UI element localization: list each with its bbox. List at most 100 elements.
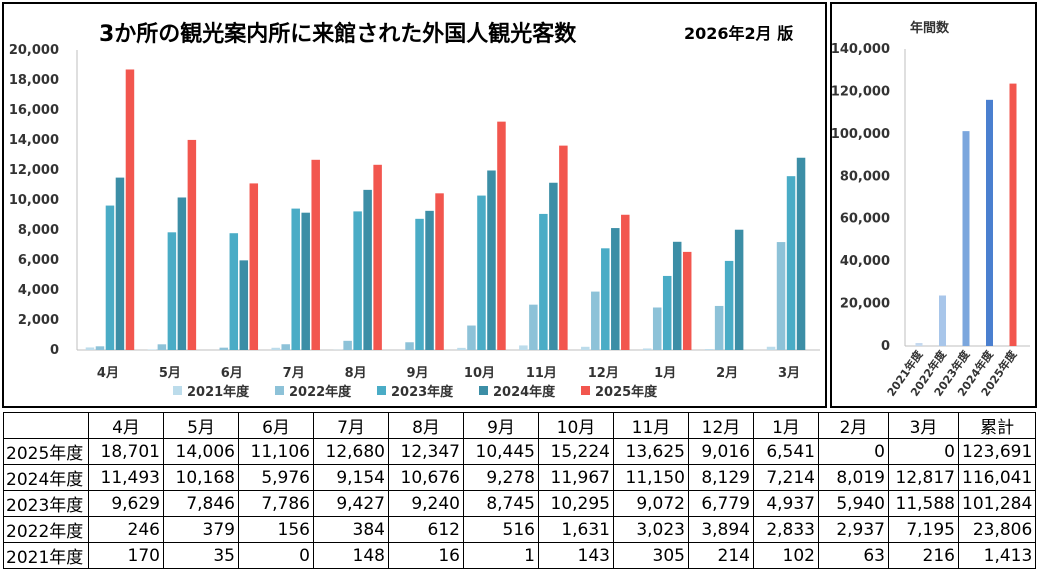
- bar-2025年度-4月: [125, 69, 135, 351]
- column-header: 6月: [238, 412, 314, 439]
- table-cell: 216: [888, 542, 959, 569]
- row-header-cell: 2025年度: [3, 438, 89, 465]
- table-cell: 8,129: [688, 464, 754, 491]
- table-cell: 516: [463, 516, 539, 543]
- column-header: 7月: [313, 412, 389, 439]
- table-cell: 14,006: [163, 438, 239, 465]
- y-tick-label: 12,000: [9, 163, 59, 178]
- annual-bar-2025年度: [1009, 83, 1017, 346]
- x-tick-label: 12月: [588, 366, 619, 381]
- table-cell: 4,937: [753, 490, 819, 517]
- table-cell: 15,224: [538, 438, 614, 465]
- table-cell: 246: [88, 516, 164, 543]
- table-corner-cell: [3, 412, 89, 439]
- table-cell: 101,284: [957, 490, 1037, 517]
- table-cell: 6,779: [688, 490, 754, 517]
- annual-chart-title: 年間数: [910, 21, 950, 36]
- column-header: 3月: [888, 412, 959, 439]
- table-cell: 10,676: [388, 464, 464, 491]
- row-header-cell: 2024年度: [3, 464, 89, 491]
- bar-2025年度-11月: [559, 145, 568, 350]
- legend-label: 2024年度: [493, 384, 556, 400]
- bar-2023年度-7月: [291, 208, 300, 350]
- bar-2024年度-10月: [487, 170, 496, 350]
- table-cell: 170: [88, 542, 164, 569]
- column-header: 4月: [88, 412, 164, 439]
- bar-2025年度-12月: [621, 214, 630, 350]
- table-body: 2025年度 18,701 14,006 11,106 12,680 12,347 10,4…: [3, 438, 1037, 569]
- bar-2022年度-5月: [157, 344, 167, 350]
- table-cell: 7,214: [753, 464, 819, 491]
- bar-2025年度-9月: [435, 193, 444, 350]
- bar-2024年度-4月: [115, 177, 125, 350]
- table-cell: 9,016: [688, 438, 754, 465]
- table-cell: 16: [388, 542, 464, 569]
- column-header: 5月: [163, 412, 239, 439]
- bar-2024年度-3月: [796, 157, 806, 350]
- x-tick-label: 6月: [221, 366, 243, 381]
- table-cell: 12,347: [388, 438, 464, 465]
- y-tick-label: 18,000: [9, 73, 59, 88]
- table-cell: 9,072: [613, 490, 689, 517]
- table-cell: 0: [818, 438, 889, 465]
- bar-2024年度-11月: [549, 182, 558, 350]
- table-cell: 3,894: [688, 516, 754, 543]
- table-cell: 379: [163, 516, 239, 543]
- y-tick-label: 14,000: [9, 133, 59, 148]
- annual-bar-2023年度: [962, 131, 970, 346]
- table-cell: 11,588: [888, 490, 959, 517]
- table-cell: 6,541: [753, 438, 819, 465]
- row-header-cell: 2022年度: [3, 516, 89, 543]
- table-cell: 7,195: [888, 516, 959, 543]
- table-cell: 148: [313, 542, 389, 569]
- bar-2022年度-7月: [281, 344, 290, 350]
- bar-2024年度-12月: [611, 228, 620, 350]
- table-cell: 156: [238, 516, 314, 543]
- table-cell: 1: [463, 542, 539, 569]
- table-cell: 305: [613, 542, 689, 569]
- table-cell: 11,967: [538, 464, 614, 491]
- table-row: 2024年度 11,493 10,168 5,976 9,154 10,676 9,278 1…: [3, 464, 1037, 491]
- table-cell: 18,701: [88, 438, 164, 465]
- table-cell: 5,976: [238, 464, 314, 491]
- annual-bar-2022年度: [939, 295, 946, 346]
- bar-2022年度-3月: [776, 242, 786, 350]
- bar-2024年度-1月: [672, 241, 682, 350]
- y-tick-label: 16,000: [9, 103, 59, 118]
- column-header: 8月: [388, 412, 464, 439]
- bar-2022年度-6月: [219, 347, 229, 350]
- y-tick-label: 4,000: [18, 283, 59, 298]
- table-row: 2025年度 18,701 14,006 11,106 12,680 12,347 10,4…: [3, 438, 1037, 465]
- bar-2024年度-6月: [239, 260, 249, 350]
- column-header: 9月: [463, 412, 539, 439]
- y-tick-label: 8,000: [18, 223, 59, 238]
- bar-2025年度-10月: [497, 121, 506, 350]
- bar-2021年度-2月: [704, 349, 714, 350]
- legend-swatch-2024年度: [479, 386, 488, 395]
- y-tick-label: 20,000: [9, 43, 59, 58]
- y-tick-label: 2,000: [18, 313, 59, 328]
- table-cell: 384: [313, 516, 389, 543]
- x-tick-label: 5月: [159, 366, 181, 381]
- table-cell: 9,240: [388, 490, 464, 517]
- annual-y-tick-label: 60,000: [840, 212, 890, 227]
- x-tick-label: 7月: [283, 366, 305, 381]
- table-cell: 0: [888, 438, 959, 465]
- column-header: 1月: [753, 412, 819, 439]
- bar-2024年度-7月: [301, 212, 310, 350]
- table-cell: 1,631: [538, 516, 614, 543]
- table-cell: 0: [238, 542, 314, 569]
- bar-2025年度-6月: [249, 183, 259, 350]
- table-cell: 2,833: [753, 516, 819, 543]
- bar-2023年度-1月: [662, 275, 672, 350]
- table-cell: 116,041: [957, 464, 1037, 491]
- bar-2023年度-10月: [477, 195, 486, 350]
- bar-2023年度-5月: [167, 232, 177, 350]
- annual-y-tick-label: 100,000: [831, 127, 890, 142]
- table-header-row: 4月 5月 6月 7月 8月 9月 10月 11月 12月 1月 2月 3月 累計: [3, 412, 1037, 439]
- x-tick-label: 8月: [345, 366, 367, 381]
- table-cell: 9,278: [463, 464, 539, 491]
- column-header: 10月: [538, 412, 614, 439]
- bar-2024年度-8月: [363, 189, 372, 350]
- row-header-cell: 2023年度: [3, 490, 89, 517]
